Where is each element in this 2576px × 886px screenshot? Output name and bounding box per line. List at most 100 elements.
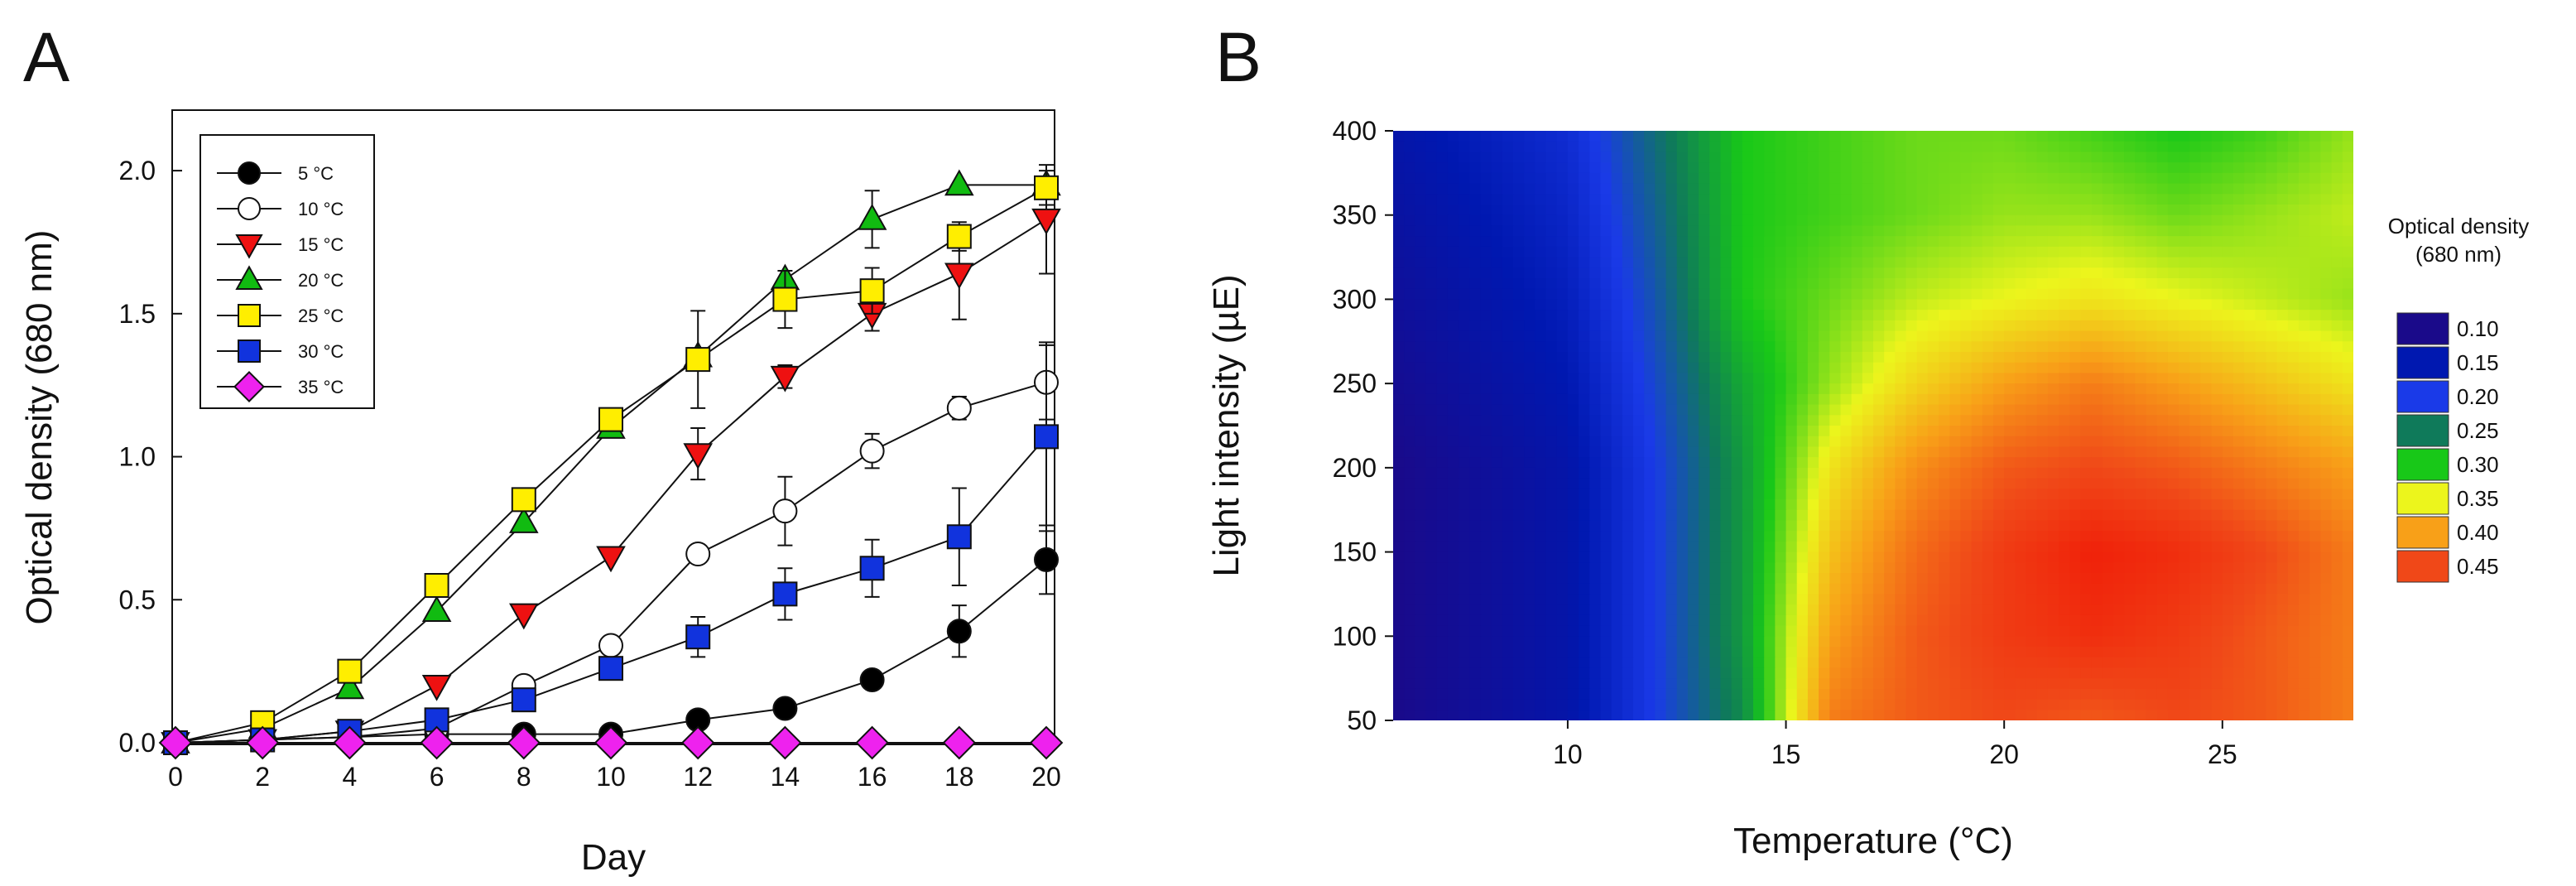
heatmap-cell xyxy=(1873,205,1885,216)
heatmap-cell xyxy=(2091,667,2103,679)
heatmap-cell xyxy=(1840,426,1853,437)
heatmap-cell xyxy=(1949,446,1962,458)
heatmap-cell xyxy=(2124,573,2136,585)
heatmap-cell xyxy=(1676,551,1689,564)
heatmap-cell xyxy=(1807,636,1819,648)
heatmap-cell xyxy=(2026,531,2038,542)
heatmap-cell xyxy=(2059,436,2071,448)
heatmap-cell xyxy=(2179,541,2191,553)
heatmap-cell xyxy=(2156,162,2169,174)
heatmap-cell xyxy=(1731,236,1743,248)
heatmap-cell xyxy=(2135,141,2147,153)
heatmap-cell xyxy=(1840,172,1853,185)
heatmap-cell xyxy=(2200,594,2213,605)
heatmap-cell xyxy=(2167,393,2180,406)
heatmap-cell xyxy=(1644,541,1656,553)
heatmap-cell xyxy=(1687,478,1699,490)
heatmap-cell xyxy=(1895,625,1907,638)
heatmap-cell xyxy=(1939,172,1951,185)
heatmap-cell xyxy=(2004,246,2016,258)
heatmap-cell xyxy=(2179,257,2191,269)
heatmap-cell xyxy=(1535,520,1547,532)
heatmap-cell xyxy=(1415,467,1427,479)
heatmap-cell xyxy=(1927,373,1939,384)
heatmap-cell xyxy=(2179,299,2191,311)
heatmap-cell xyxy=(1916,162,1929,174)
heatmap-cell xyxy=(1796,657,1809,669)
heatmap-cell xyxy=(2069,573,2082,585)
heatmap-cell xyxy=(2124,404,2136,417)
heatmap-cell xyxy=(1436,531,1449,542)
heatmap-cell xyxy=(1436,330,1449,343)
heatmap-cell xyxy=(1699,205,1711,216)
heatmap-cell xyxy=(1644,194,1656,205)
heatmap-cell xyxy=(1840,678,1853,690)
heatmap-cell xyxy=(1480,541,1492,553)
heatmap-cell xyxy=(2113,194,2125,205)
heatmap-cell xyxy=(1916,299,1929,311)
heatmap-cell xyxy=(1687,678,1699,690)
heatmap-cell xyxy=(1939,320,1951,332)
heatmap-cell xyxy=(1884,562,1896,574)
heatmap-cell xyxy=(1687,404,1699,417)
heatmap-cell xyxy=(2276,478,2289,490)
heatmap-cell xyxy=(2342,446,2353,458)
heatmap-cell xyxy=(1873,446,1885,458)
heatmap-cell xyxy=(2059,310,2071,321)
heatmap-cell xyxy=(2113,310,2125,321)
heatmap-cell xyxy=(2135,194,2147,205)
heatmap-cell xyxy=(1873,172,1885,185)
heatmap-cell xyxy=(1796,541,1809,553)
heatmap-cell xyxy=(1720,352,1733,364)
heatmap-cell xyxy=(1796,426,1809,437)
heatmap-cell xyxy=(1404,625,1416,638)
heatmap-cell xyxy=(2069,236,2082,248)
heatmap-cell xyxy=(1622,172,1634,185)
data-point xyxy=(1029,725,1064,760)
heatmap-cell xyxy=(2015,278,2027,290)
heatmap-cell xyxy=(1895,330,1907,343)
heatmap-cell xyxy=(1840,288,1853,301)
heatmap-cell xyxy=(1415,352,1427,364)
heatmap-cell xyxy=(1436,614,1449,627)
heatmap-cell xyxy=(2047,267,2059,279)
heatmap-cell xyxy=(2211,141,2223,153)
heatmap-cell xyxy=(1927,426,1939,437)
heatmap-cell xyxy=(2069,636,2082,648)
heatmap-cell xyxy=(1742,667,1754,679)
heatmap-cell xyxy=(1709,467,1722,479)
heatmap-cell xyxy=(1775,436,1787,448)
heatmap-cell xyxy=(1785,267,1798,279)
heatmap-cell xyxy=(1731,551,1743,564)
heatmap-cell xyxy=(2222,404,2234,417)
heatmap-cell xyxy=(2113,688,2125,701)
heatmap-cell xyxy=(2244,404,2256,417)
heatmap-cell xyxy=(1545,583,1558,595)
heatmap-cell xyxy=(1819,373,1831,384)
heatmap-cell xyxy=(1524,278,1536,290)
heatmap-cell xyxy=(1753,604,1765,616)
heatmap-cell xyxy=(1676,246,1689,258)
heatmap-cell xyxy=(2255,614,2267,627)
heatmap-cell xyxy=(1622,562,1634,574)
heatmap-cell xyxy=(1655,562,1667,574)
heatmap-cell xyxy=(1775,604,1787,616)
heatmap-cell xyxy=(1993,604,2005,616)
heatmap-cell xyxy=(1589,678,1602,690)
heatmap-cell xyxy=(2146,225,2158,237)
heatmap-cell xyxy=(2091,288,2103,301)
heatmap-cell xyxy=(1676,172,1689,185)
heatmap-cell xyxy=(1600,541,1612,553)
heatmap-cell xyxy=(2211,457,2223,469)
heatmap-cell xyxy=(1906,467,1918,479)
heatmap-cell xyxy=(2211,415,2223,426)
heatmap-cell xyxy=(2266,246,2278,258)
heatmap-cell xyxy=(1840,393,1853,406)
heatmap-cell xyxy=(1949,278,1962,290)
heatmap-cell xyxy=(2320,267,2333,279)
heatmap-cell xyxy=(1720,520,1733,532)
heatmap-cell xyxy=(1807,310,1819,321)
heatmap-cell xyxy=(1415,499,1427,511)
heatmap-cell xyxy=(1753,267,1765,279)
heatmap-cell xyxy=(2200,194,2213,205)
